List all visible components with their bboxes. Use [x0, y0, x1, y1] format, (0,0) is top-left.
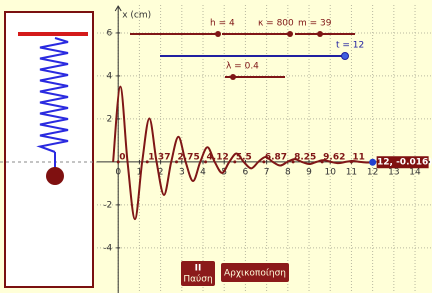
- x-tick-label: 8: [285, 167, 291, 177]
- x-tick-label: 4: [200, 167, 206, 177]
- zero-point-label: 9.62: [323, 152, 345, 162]
- slider-handle[interactable]: [230, 74, 236, 80]
- x-tick-label: 14: [409, 167, 421, 177]
- x-tick-label: 11: [346, 167, 357, 177]
- zero-point-label: 0: [119, 152, 125, 162]
- slider-label: κ = 800: [258, 19, 294, 29]
- zero-point-label: 1.37: [148, 152, 170, 162]
- spring-panel: [0, 12, 97, 287]
- x-tick-label: 12: [367, 167, 378, 177]
- x-tick-label: 13: [388, 167, 399, 177]
- reset-button[interactable]: Αρχικοποίηση: [221, 263, 289, 282]
- slider-handle[interactable]: [287, 31, 293, 37]
- zero-point-label: 8.25: [294, 152, 316, 162]
- y-tick-label: 6: [106, 28, 112, 38]
- y-tick-label: 4: [106, 71, 112, 81]
- zero-point-label: 6.87: [265, 152, 287, 162]
- y-tick-label: 2: [106, 114, 112, 124]
- slider-handle[interactable]: [215, 31, 221, 37]
- slider-handle[interactable]: [317, 31, 323, 37]
- button-icon: II: [195, 264, 202, 274]
- x-tick-label: 9: [306, 167, 312, 177]
- slider-label: h = 4: [210, 19, 235, 29]
- zero-point-label: 2.75: [178, 152, 200, 162]
- slider-handle[interactable]: [342, 53, 349, 60]
- zero-point-label: 4.12: [207, 152, 229, 162]
- y-tick-label: -4: [103, 243, 112, 253]
- x-tick-label: 6: [243, 167, 249, 177]
- button-label: Αρχικοποίηση: [224, 269, 286, 279]
- point-label: (12, -0.016): [373, 158, 432, 168]
- pause-button[interactable]: II Παύση: [181, 261, 215, 286]
- y-tick-label: -2: [103, 200, 112, 210]
- slider-label: m = 39: [298, 19, 332, 29]
- x-tick-label: 10: [325, 167, 337, 177]
- x-tick-label: 7: [264, 167, 270, 177]
- mass: [46, 167, 64, 185]
- current-point: [369, 159, 376, 166]
- slider-label: λ = 0.4: [226, 62, 259, 72]
- zero-point-label: 5.5: [236, 152, 252, 162]
- slider-label: t = 12: [336, 41, 364, 51]
- axis-label: x (cm): [122, 11, 151, 21]
- button-label: Παύση: [183, 274, 212, 285]
- zero-point-label: 11: [352, 152, 365, 162]
- x-tick-label: 3: [179, 167, 185, 177]
- geogebra-applet: 01234567891011121314-4-2246x (cm)01.372.…: [0, 0, 432, 293]
